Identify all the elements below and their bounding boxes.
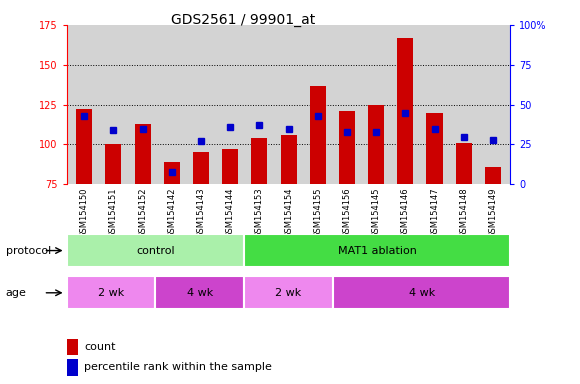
Bar bbox=[244, 276, 333, 309]
Text: 2 wk: 2 wk bbox=[98, 288, 124, 298]
Bar bbox=[426, 113, 443, 184]
Bar bbox=[135, 124, 151, 184]
Bar bbox=[244, 234, 510, 267]
Bar bbox=[251, 138, 267, 184]
Text: protocol: protocol bbox=[6, 245, 51, 256]
Bar bbox=[485, 167, 501, 184]
Bar bbox=[106, 144, 121, 184]
Text: age: age bbox=[6, 288, 27, 298]
Bar bbox=[155, 276, 244, 309]
Bar bbox=[67, 339, 78, 355]
Bar bbox=[67, 359, 78, 376]
Text: MAT1 ablation: MAT1 ablation bbox=[338, 245, 416, 256]
Text: percentile rank within the sample: percentile rank within the sample bbox=[84, 362, 272, 372]
Text: count: count bbox=[84, 342, 115, 352]
Bar bbox=[193, 152, 209, 184]
Bar bbox=[397, 38, 414, 184]
Bar bbox=[67, 276, 155, 309]
Text: GDS2561 / 99901_at: GDS2561 / 99901_at bbox=[172, 13, 316, 27]
Text: 2 wk: 2 wk bbox=[276, 288, 302, 298]
Bar bbox=[456, 143, 472, 184]
Bar bbox=[333, 276, 510, 309]
Text: 4 wk: 4 wk bbox=[408, 288, 435, 298]
Bar bbox=[76, 109, 92, 184]
Bar bbox=[368, 104, 384, 184]
Bar bbox=[164, 162, 180, 184]
Bar bbox=[310, 86, 326, 184]
Text: 4 wk: 4 wk bbox=[187, 288, 213, 298]
Bar bbox=[339, 111, 355, 184]
Text: control: control bbox=[136, 245, 175, 256]
Bar bbox=[67, 234, 244, 267]
Bar bbox=[281, 135, 296, 184]
Bar bbox=[222, 149, 238, 184]
